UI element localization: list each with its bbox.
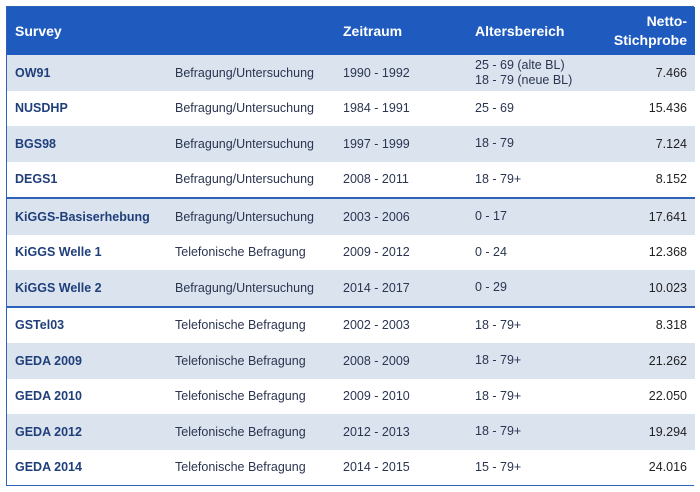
cell-sample: 24.016 [597, 449, 695, 485]
cell-age: 18 - 79+ [467, 378, 597, 414]
age-range-line: 18 - 79+ [475, 424, 522, 439]
cell-period: 2008 - 2009 [335, 343, 467, 379]
cell-survey: KiGGS Welle 2 [7, 270, 167, 307]
cell-type: Befragung/Untersuchung [167, 270, 335, 307]
age-range-line: 25 - 69 (alte BL) [475, 57, 565, 72]
cell-sample: 19.294 [597, 414, 695, 450]
cell-sample: 7.466 [597, 55, 695, 91]
header-period: Zeitraum [335, 7, 467, 55]
cell-period: 2002 - 2003 [335, 305, 467, 343]
cell-type: Befragung/Untersuchung [167, 55, 335, 91]
cell-sample: 8.152 [597, 161, 695, 198]
cell-period: 2009 - 2012 [335, 234, 467, 270]
cell-sample: 17.641 [597, 197, 695, 235]
table-row: KiGGS Welle 2 Befragung/Untersuchung 2014 … [7, 270, 695, 307]
cell-sample: 8.318 [597, 305, 695, 343]
cell-age: 0 - 17 [467, 197, 597, 235]
table-row: NUSDHP Befragung/Untersuchung 1984 - 1991 2… [7, 90, 695, 126]
survey-table-frame: Survey Zeitraum Altersbereich Netto- Sti… [6, 6, 695, 486]
cell-survey: BGS98 [7, 126, 167, 162]
cell-period: 1990 - 1992 [335, 55, 467, 91]
header-sample-line2: Stichprobe [613, 32, 687, 48]
cell-type: Befragung/Untersuchung [167, 197, 335, 235]
cell-survey: KiGGS Welle 1 [7, 234, 167, 270]
age-range-line: 0 - 24 [475, 244, 507, 259]
table-row: GSTel03 Telefonische Befragung 2002 - 2003… [7, 305, 695, 343]
cell-survey: GSTel03 [7, 305, 167, 343]
cell-type: Telefonische Befragung [167, 343, 335, 379]
cell-type: Befragung/Untersuchung [167, 161, 335, 198]
cell-type: Telefonische Befragung [167, 449, 335, 485]
age-range-line: 18 - 79+ [475, 388, 522, 403]
cell-age: 18 - 79+ [467, 161, 597, 198]
cell-sample: 10.023 [597, 270, 695, 307]
cell-period: 1997 - 1999 [335, 126, 467, 162]
table-header-row: Survey Zeitraum Altersbereich Netto- Sti… [7, 7, 695, 55]
cell-sample: 22.050 [597, 378, 695, 414]
age-range-line: 18 - 79+ [475, 353, 522, 368]
table-row: GEDA 2014 Telefonische Befragung 2014 - 20… [7, 449, 695, 485]
age-range-line: 0 - 29 [475, 280, 507, 295]
cell-type: Befragung/Untersuchung [167, 126, 335, 162]
cell-period: 2014 - 2015 [335, 449, 467, 485]
cell-age: 25 - 69 (alte BL) 18 - 79 (neue BL) [467, 55, 597, 91]
cell-period: 1984 - 1991 [335, 90, 467, 126]
age-range-line: 18 - 79+ [475, 171, 522, 186]
cell-age: 18 - 79+ [467, 343, 597, 379]
cell-survey: NUSDHP [7, 90, 167, 126]
cell-survey: OW91 [7, 55, 167, 91]
header-survey: Survey [7, 7, 167, 55]
cell-survey: GEDA 2010 [7, 378, 167, 414]
cell-survey: DEGS1 [7, 161, 167, 198]
header-type [167, 7, 335, 55]
cell-age: 15 - 79+ [467, 449, 597, 485]
age-range-line: 18 - 79+ [475, 317, 522, 332]
age-range-line: 25 - 69 [475, 100, 514, 115]
cell-survey: GEDA 2014 [7, 449, 167, 485]
header-age: Altersbereich [467, 7, 597, 55]
cell-survey: KiGGS-Basiserhebung [7, 197, 167, 235]
age-range-line: 18 - 79 [475, 136, 514, 151]
table-row: DEGS1 Befragung/Untersuchung 2008 - 2011 18… [7, 161, 695, 198]
table-row: BGS98 Befragung/Untersuchung 1997 - 1999 18… [7, 126, 695, 162]
cell-age: 0 - 29 [467, 270, 597, 307]
table-row: KiGGS-Basiserhebung Befragung/Untersuchun… [7, 197, 695, 235]
cell-age: 18 - 79+ [467, 305, 597, 343]
age-range-line: 0 - 17 [475, 209, 507, 224]
cell-survey: GEDA 2012 [7, 414, 167, 450]
cell-sample: 15.436 [597, 90, 695, 126]
header-sample: Netto- Stichprobe [597, 7, 695, 55]
cell-sample: 7.124 [597, 126, 695, 162]
cell-type: Befragung/Untersuchung [167, 90, 335, 126]
cell-type: Telefonische Befragung [167, 305, 335, 343]
cell-period: 2012 - 2013 [335, 414, 467, 450]
cell-age: 0 - 24 [467, 234, 597, 270]
table-row: KiGGS Welle 1 Telefonische Befragung 2009 … [7, 234, 695, 270]
survey-table: Survey Zeitraum Altersbereich Netto- Sti… [7, 7, 695, 485]
cell-sample: 21.262 [597, 343, 695, 379]
table-row: GEDA 2010 Telefonische Befragung 2009 - 20… [7, 378, 695, 414]
cell-period: 2003 - 2006 [335, 197, 467, 235]
cell-age: 18 - 79+ [467, 414, 597, 450]
cell-sample: 12.368 [597, 234, 695, 270]
table-body: OW91 Befragung/Untersuchung 1990 - 1992 25 … [7, 55, 695, 485]
header-sample-line1: Netto- [646, 13, 687, 29]
cell-type: Telefonische Befragung [167, 234, 335, 270]
cell-period: 2014 - 2017 [335, 270, 467, 307]
cell-age: 18 - 79 [467, 126, 597, 162]
cell-type: Telefonische Befragung [167, 378, 335, 414]
cell-period: 2009 - 2010 [335, 378, 467, 414]
cell-type: Telefonische Befragung [167, 414, 335, 450]
cell-survey: GEDA 2009 [7, 343, 167, 379]
table-row: GEDA 2012 Telefonische Befragung 2012 - 20… [7, 414, 695, 450]
cell-age: 25 - 69 [467, 90, 597, 126]
age-range-line: 18 - 79 (neue BL) [475, 72, 573, 87]
table-row: OW91 Befragung/Untersuchung 1990 - 1992 25 … [7, 55, 695, 91]
table-row: GEDA 2009 Telefonische Befragung 2008 - 20… [7, 343, 695, 379]
cell-period: 2008 - 2011 [335, 161, 467, 198]
age-range-line: 15 - 79+ [475, 459, 522, 474]
